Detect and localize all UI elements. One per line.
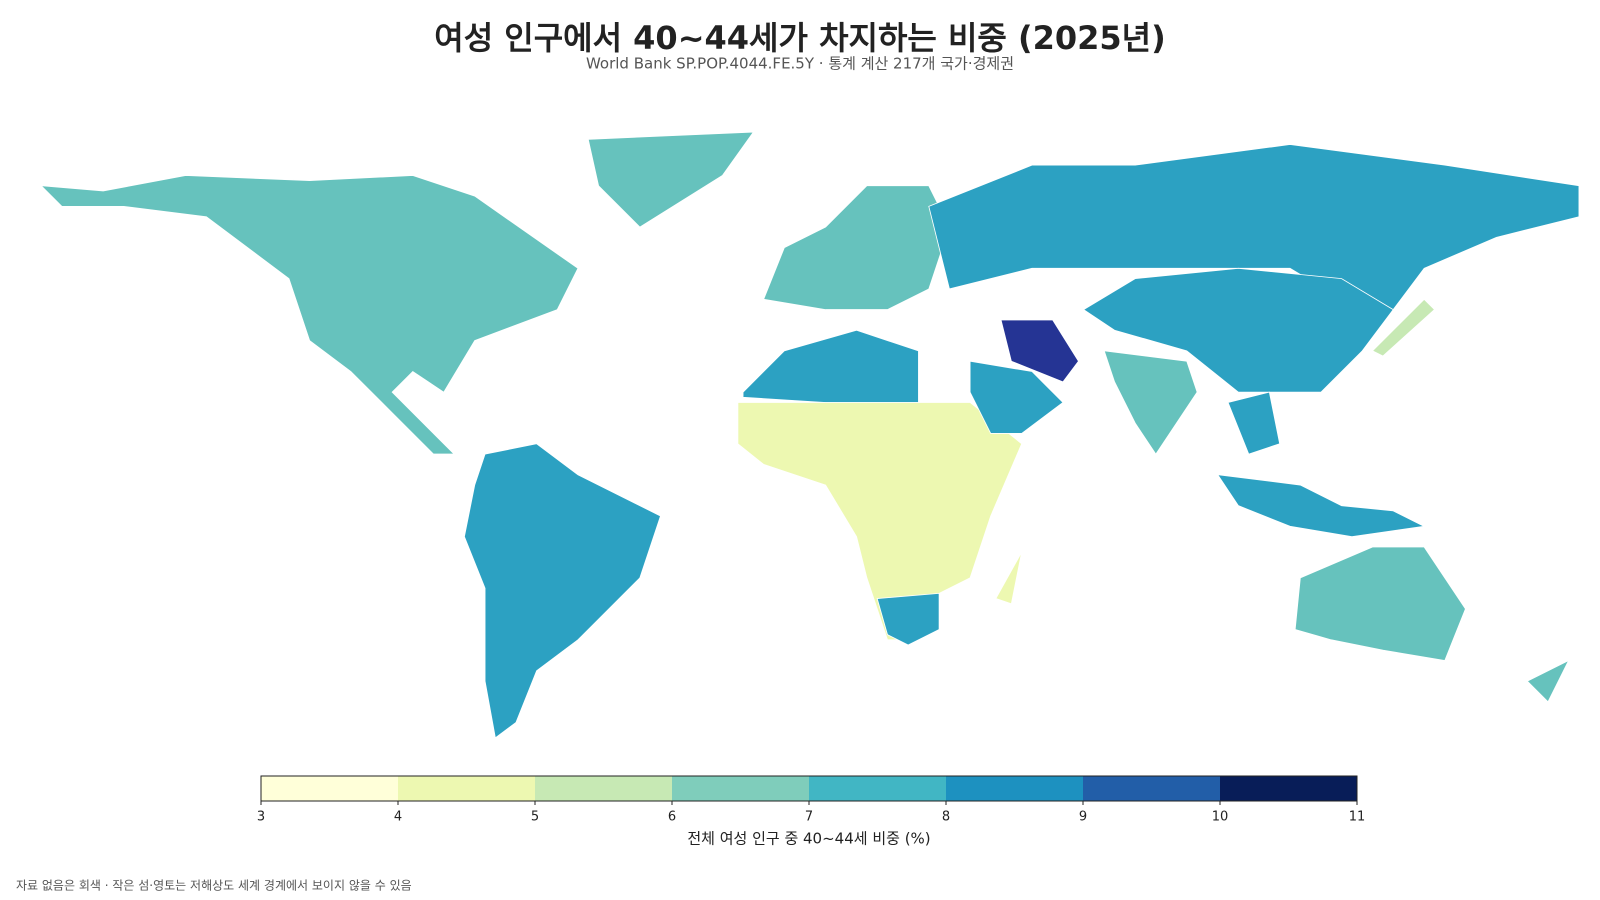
title: 여성 인구에서 40~44세가 차지하는 비중 (2025년) [434,19,1166,57]
australia [1294,546,1466,661]
colorbar-swatch [946,776,1083,801]
southeast-asia [1227,391,1281,455]
colorbar-tick-label: 10 [1212,810,1229,825]
russia [928,144,1580,311]
indonesia [1216,474,1426,538]
colorbar-tick-label: 11 [1349,810,1366,825]
japan [1371,298,1436,357]
north-america [40,175,579,455]
greenland [587,131,755,228]
colorbar-tick-label: 5 [531,810,539,825]
colorbar-swatch [398,776,535,801]
colorbar-tick-label: 6 [668,810,676,825]
colorbar-swatch [672,776,809,801]
north-africa [742,329,919,403]
subtitle: World Bank SP.POP.4044.FE.5Y · 통계 계산 217… [586,55,1014,73]
new-zealand [1526,659,1570,703]
iran [1000,319,1079,383]
europe [763,185,950,311]
colorbar-tick-label: 4 [394,810,402,825]
colorbar-swatch [809,776,946,801]
colorbar-swatch [1083,776,1220,801]
world-map [40,131,1580,739]
madagascar [995,551,1023,605]
colorbar-label: 전체 여성 인구 중 40~44세 비중 (%) [687,830,930,848]
footnote: 자료 없음은 회색 · 작은 섬·영토는 저해상도 세계 경계에서 보이지 않을… [16,879,412,893]
arabia [969,360,1064,434]
china [1082,267,1394,393]
india [1103,350,1198,455]
southern-africa [876,592,940,646]
colorbar-swatch [535,776,672,801]
colorbar-swatch [261,776,398,801]
colorbar-tick-label: 8 [942,810,950,825]
colorbar-swatch [1220,776,1357,801]
colorbar-tick-label: 3 [257,810,265,825]
south-america [463,443,661,739]
colorbar: 3 4 5 6 7 8 9 10 11 전체 여성 인구 중 40~44세 비중 (%) [257,775,1366,848]
colorbar-tick-label: 9 [1079,810,1087,825]
colorbar-tick-label: 7 [805,810,813,825]
